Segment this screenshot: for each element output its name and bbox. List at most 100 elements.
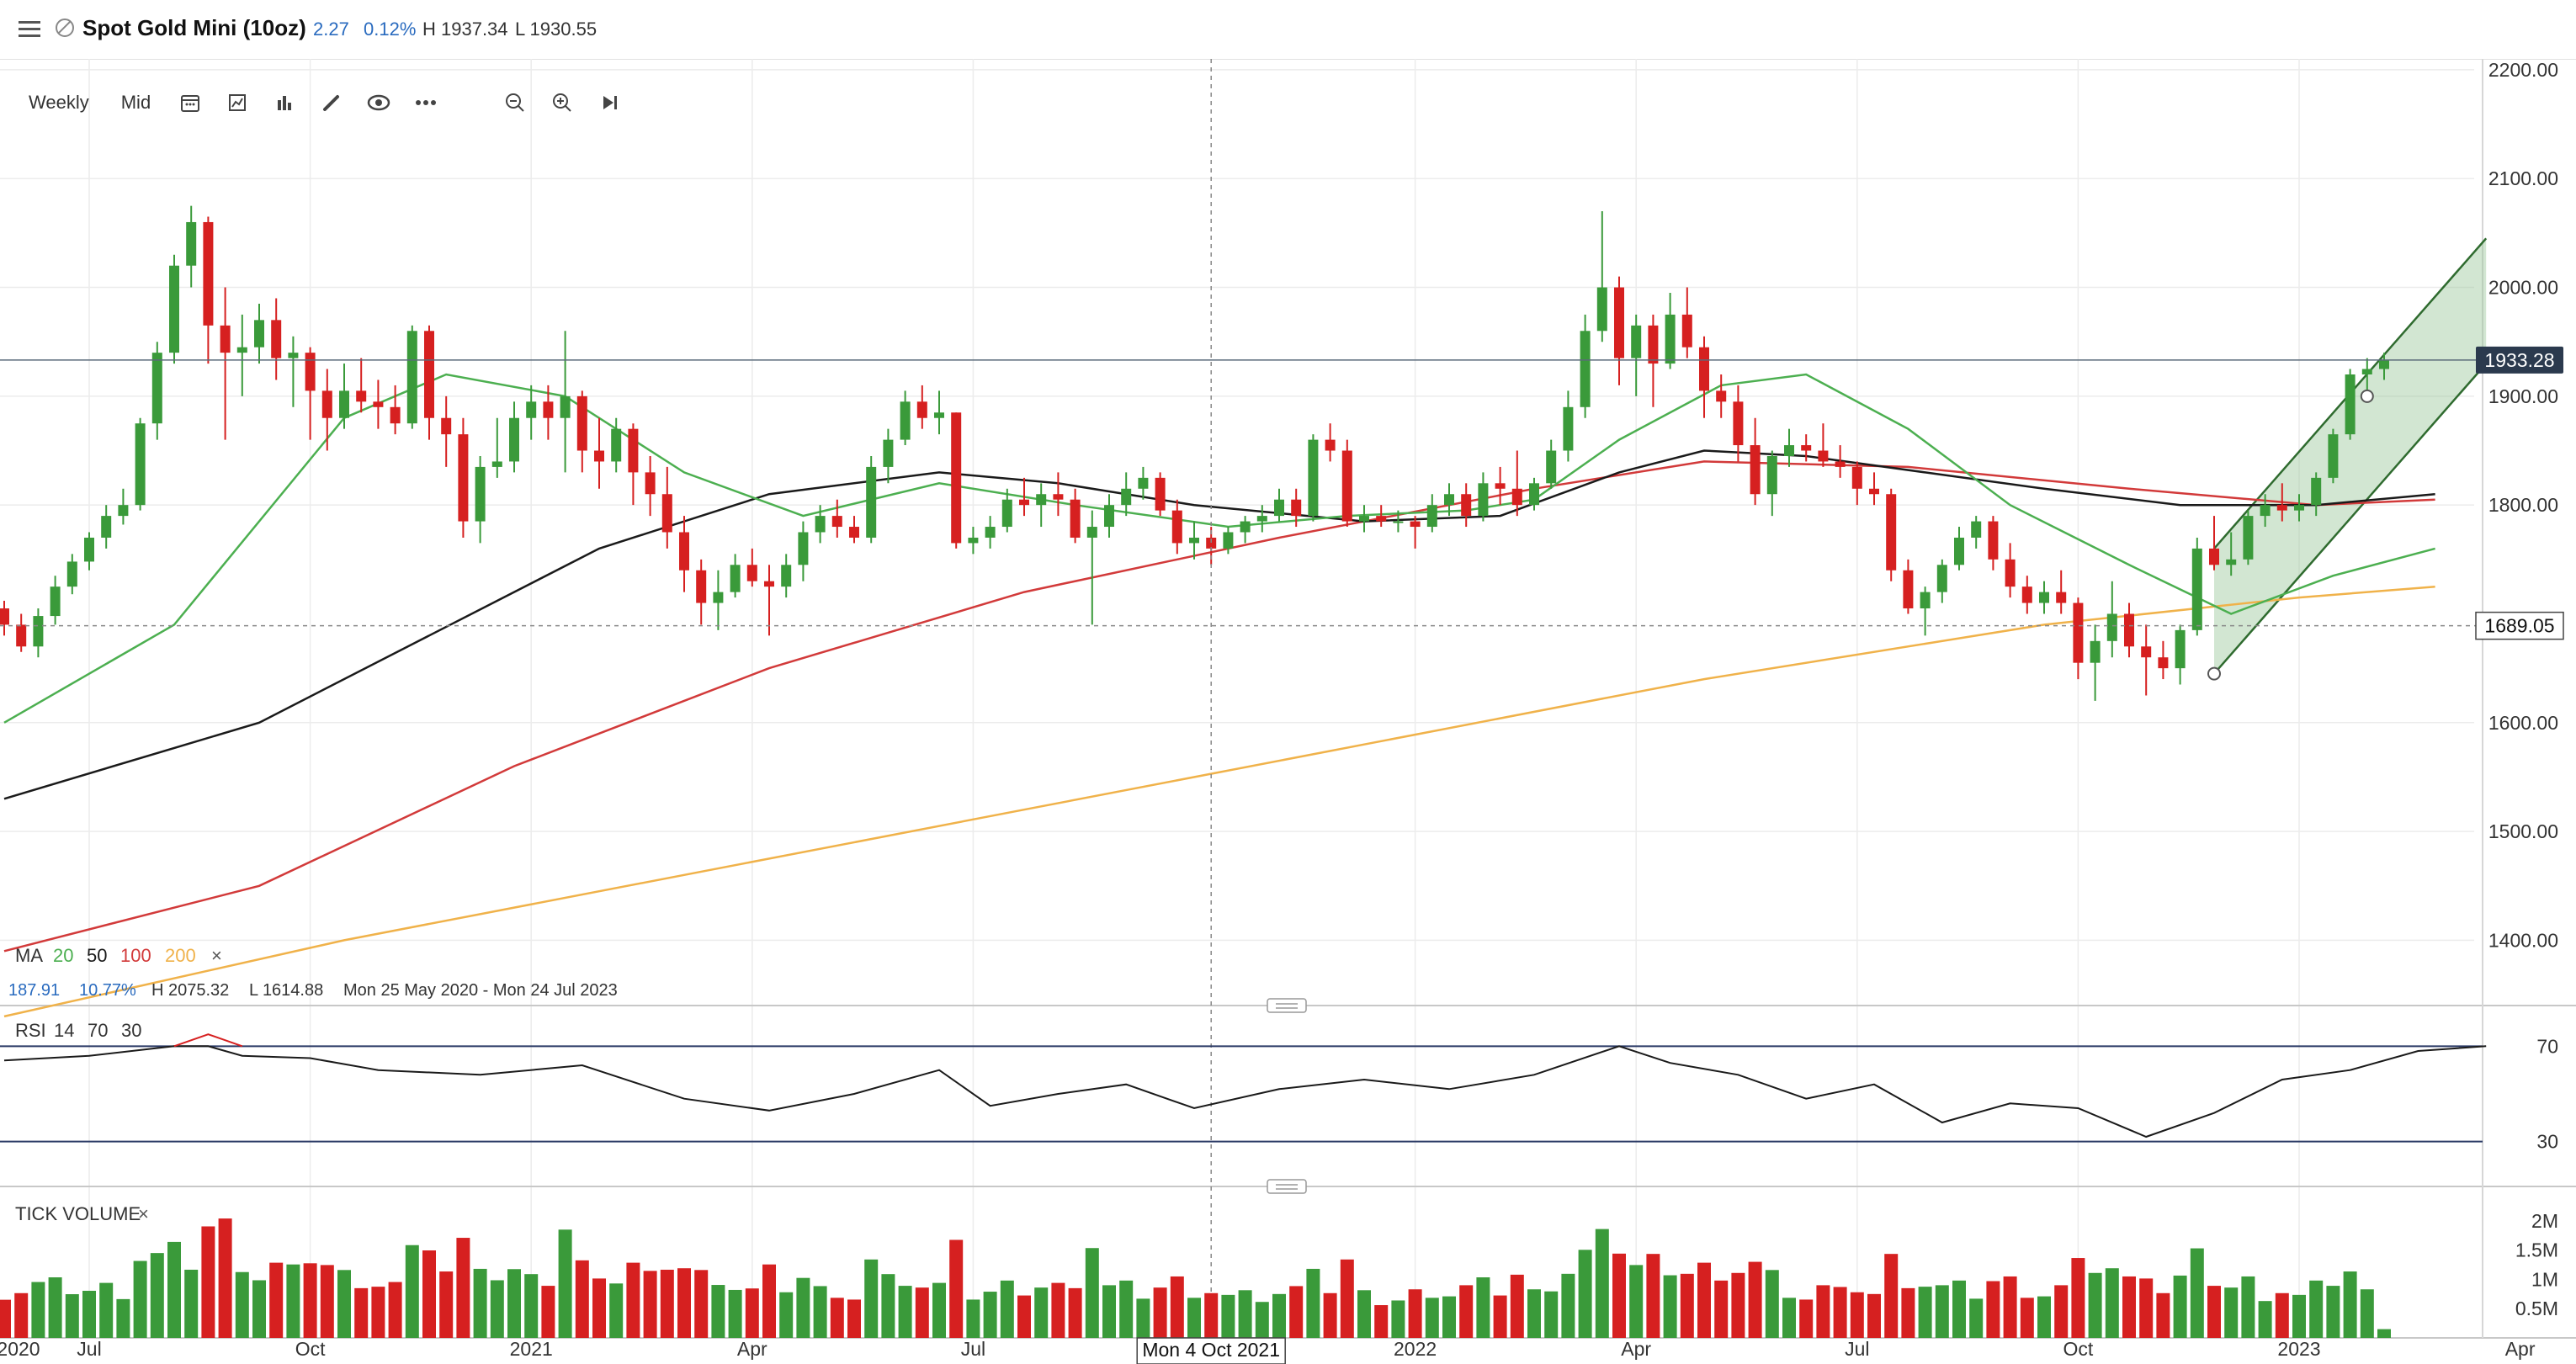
candle-body bbox=[1988, 521, 1999, 560]
candle-body bbox=[1546, 450, 1557, 484]
volume-bar bbox=[1204, 1292, 1219, 1338]
time-tick-label: 2023 bbox=[2277, 1338, 2320, 1360]
indicators-icon[interactable] bbox=[265, 83, 304, 122]
candle-body bbox=[1206, 537, 1217, 549]
candle-body bbox=[713, 592, 724, 603]
rsi-line bbox=[3, 1045, 2487, 1138]
candle-body bbox=[1563, 406, 1574, 451]
volume-bar bbox=[1748, 1261, 1762, 1338]
volume-bar bbox=[337, 1270, 351, 1338]
volume-bar bbox=[2360, 1289, 2374, 1338]
volume-bar bbox=[167, 1241, 181, 1338]
range-change-pct: 10.77% bbox=[79, 981, 136, 1000]
volume-bar bbox=[422, 1250, 436, 1338]
volume-bar bbox=[1425, 1298, 1439, 1338]
candle-body bbox=[1410, 521, 1421, 528]
volume-bar bbox=[575, 1260, 589, 1338]
candle-body bbox=[1138, 477, 1149, 489]
rsi-legend-upper: 70 bbox=[88, 1020, 108, 1041]
volume-bar bbox=[1340, 1259, 1354, 1338]
candle-body bbox=[151, 353, 162, 424]
channel-handle bbox=[2207, 666, 2221, 681]
candle-body bbox=[1223, 532, 1234, 549]
candle-body bbox=[661, 494, 672, 533]
candle-body bbox=[576, 395, 587, 451]
volume-bar bbox=[983, 1292, 997, 1338]
volume-bar bbox=[48, 1277, 62, 1338]
time-tick-label: 2022 bbox=[1394, 1338, 1437, 1360]
ma50-line bbox=[3, 449, 2435, 800]
volume-bar bbox=[2275, 1292, 2289, 1338]
volume-bar bbox=[1663, 1275, 1677, 1338]
time-tick-label: 2020 bbox=[0, 1338, 40, 1360]
volume-bar bbox=[0, 1299, 11, 1338]
price-tick-label: 2000.00 bbox=[2488, 277, 2558, 299]
candle-body bbox=[2141, 646, 2152, 658]
candle-body bbox=[968, 537, 979, 544]
volume-bar bbox=[1459, 1285, 1474, 1338]
candle-body bbox=[2379, 360, 2389, 369]
volume-bar bbox=[1238, 1290, 1252, 1338]
rsi-overbought-segment bbox=[173, 1033, 243, 1048]
rsi-legend-lower: 30 bbox=[121, 1020, 141, 1041]
volume-bar bbox=[1068, 1287, 1082, 1338]
price-type-selector[interactable]: Mid bbox=[120, 92, 151, 113]
time-tick-label: Apr bbox=[737, 1338, 767, 1360]
zoom-out-icon[interactable] bbox=[496, 83, 534, 122]
volume-bar bbox=[949, 1239, 964, 1338]
volume-bar bbox=[473, 1268, 487, 1338]
volume-bar bbox=[184, 1269, 199, 1338]
volume-bar bbox=[728, 1289, 742, 1338]
zoom-in-icon[interactable] bbox=[543, 83, 582, 122]
volume-bar bbox=[745, 1288, 759, 1338]
candle-body bbox=[1274, 499, 1284, 517]
candle-body bbox=[339, 390, 349, 418]
candle-body bbox=[2311, 477, 2322, 506]
volume-bar bbox=[1323, 1292, 1337, 1338]
menu-icon[interactable] bbox=[19, 17, 40, 39]
candle-body bbox=[1426, 505, 1437, 528]
volume-bar bbox=[1085, 1248, 1099, 1338]
time-tick-label: Apr bbox=[1621, 1338, 1651, 1360]
draw-pencil-icon[interactable] bbox=[312, 83, 351, 122]
price-tick-label: 2100.00 bbox=[2488, 167, 2558, 189]
candle-body bbox=[849, 527, 859, 538]
candle-body bbox=[2226, 559, 2237, 565]
volume-bar bbox=[2377, 1329, 2391, 1338]
volume-bar bbox=[2037, 1296, 2051, 1338]
layout-icon[interactable] bbox=[218, 83, 257, 122]
volume-bar bbox=[626, 1262, 640, 1338]
candle-body bbox=[475, 466, 486, 522]
candle-body bbox=[509, 417, 519, 462]
volume-bar bbox=[1969, 1298, 1984, 1338]
candle-body bbox=[135, 423, 146, 506]
price-tick-label: 1600.00 bbox=[2488, 712, 2558, 734]
more-options-icon[interactable] bbox=[406, 83, 445, 122]
candle-body bbox=[696, 570, 707, 603]
eye-icon[interactable] bbox=[359, 83, 398, 122]
candle-body bbox=[2345, 374, 2356, 435]
volume-bar bbox=[2258, 1301, 2272, 1338]
volume-bar bbox=[1289, 1286, 1304, 1338]
volume-bar bbox=[830, 1298, 844, 1338]
candle-body bbox=[1155, 477, 1166, 511]
crosshair-time-tag bbox=[1136, 1337, 1286, 1364]
candle-body bbox=[1631, 325, 1642, 358]
candle-body bbox=[2328, 434, 2339, 478]
volume-bar bbox=[490, 1280, 504, 1338]
candle-body bbox=[1580, 331, 1591, 407]
candle-body bbox=[1070, 499, 1081, 538]
pane-resize-handle bbox=[1267, 1179, 1307, 1194]
volume-bar bbox=[1901, 1287, 1915, 1338]
scroll-to-latest-icon[interactable] bbox=[590, 83, 629, 122]
calendar-icon[interactable] bbox=[171, 83, 210, 122]
volume-bar bbox=[881, 1274, 895, 1338]
candle-body bbox=[679, 532, 689, 571]
interval-selector[interactable]: Weekly bbox=[29, 92, 89, 113]
candle-body bbox=[1886, 494, 1897, 571]
volume-bar bbox=[1034, 1287, 1049, 1338]
volume-bar bbox=[2190, 1248, 2204, 1338]
candle-body bbox=[66, 561, 77, 587]
volume-bar bbox=[286, 1264, 300, 1338]
